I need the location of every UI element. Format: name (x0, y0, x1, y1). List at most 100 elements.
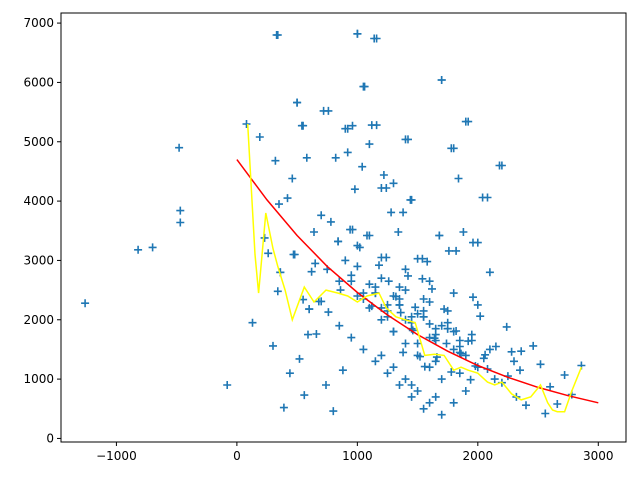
scatter-point (546, 382, 555, 391)
scatter-point (310, 228, 318, 236)
scatter-point (350, 185, 359, 194)
y-tick-label: 3000 (23, 253, 54, 267)
scatter-point (452, 246, 461, 255)
scatter-point (343, 148, 352, 157)
scatter-point (418, 254, 427, 263)
scatter-point (382, 184, 391, 192)
scatter-point (407, 392, 416, 401)
scatter-point (335, 321, 344, 330)
scatter-point (419, 312, 428, 321)
scatter-point (304, 330, 312, 339)
scatter-point (407, 381, 416, 389)
scatter-point (389, 363, 398, 372)
scatter-point (413, 387, 422, 395)
scatter-point (335, 277, 344, 286)
scatter-point (423, 257, 432, 266)
scatter-point (367, 121, 376, 130)
y-tick-label: 1000 (23, 372, 54, 386)
y-tick-label: 7000 (23, 16, 54, 30)
scatter-point (353, 241, 362, 250)
scatter-point (522, 401, 530, 410)
scatter-point (425, 333, 434, 342)
scatter-point (442, 339, 451, 348)
scatter-point (464, 117, 473, 126)
scatter-point (295, 354, 304, 363)
x-axis-ticks: −1000 0 1000 2000 3000 (96, 442, 614, 463)
y-tick-label: 2000 (23, 313, 54, 327)
scatter-point (425, 398, 434, 407)
scatter-point (560, 371, 569, 379)
scatter-point (312, 330, 321, 338)
scatter-point (288, 174, 297, 183)
scatter-point (293, 98, 302, 107)
scatter-point (457, 349, 465, 358)
scatter-point (336, 286, 345, 295)
scatter-point (317, 211, 326, 220)
scatter-point (273, 31, 282, 39)
scatter-point (359, 289, 368, 298)
scatter-point (389, 327, 398, 336)
scatter-point (375, 261, 383, 270)
scatter-point (394, 228, 403, 236)
scatter-point (322, 381, 330, 389)
scatter-point (341, 256, 350, 265)
scatter-point (437, 76, 446, 84)
scatter-point (479, 354, 488, 363)
scatter-point (431, 324, 440, 333)
scatter-point (536, 360, 545, 369)
scatter-point (467, 330, 476, 339)
scatter-point (377, 351, 386, 360)
scatter-point (437, 375, 446, 384)
scatter-point (81, 299, 90, 308)
scatter-point (275, 200, 283, 209)
scatter-point (365, 140, 374, 149)
scatter-point (395, 300, 404, 309)
scatter-point (447, 144, 456, 153)
scatter-point (553, 400, 562, 408)
scatter-point (491, 342, 500, 351)
scatter-point (371, 357, 380, 366)
scatter-point (255, 133, 264, 141)
scatter-point (413, 309, 422, 318)
scatter-point (317, 297, 326, 306)
scatter-point (387, 208, 396, 217)
scatter-point (401, 286, 410, 295)
y-tick-label: 4000 (23, 194, 54, 208)
scatter-point (449, 327, 458, 336)
scatter-point (431, 357, 440, 366)
scatter-point (334, 237, 343, 246)
scatter-point (377, 315, 386, 324)
scatter-point (449, 289, 458, 298)
fit-curve-line (236, 159, 599, 404)
y-tick-label: 5000 (23, 135, 54, 149)
scatter-point (348, 121, 357, 130)
scatter-point (455, 336, 464, 345)
scatter-point (353, 262, 362, 271)
scatter-point (399, 348, 408, 357)
scatter-point (269, 341, 277, 350)
scatter-point (347, 333, 356, 342)
x-tick-label: 2000 (463, 449, 494, 463)
scatter-point (413, 339, 422, 348)
scatter-point (279, 403, 288, 412)
scatter-point (300, 391, 309, 400)
scatter-point (365, 231, 374, 240)
scatter-point (347, 277, 356, 286)
scatter-point (338, 366, 347, 375)
scatter-point (431, 392, 440, 401)
scatter-point (395, 381, 404, 389)
scatter-point (401, 265, 410, 274)
scatter-point (507, 347, 516, 356)
scatter-point (419, 404, 428, 413)
scatter-point (383, 369, 392, 378)
scatter-point (305, 305, 314, 314)
scatter-point (377, 274, 386, 283)
scatter-point (435, 231, 444, 240)
scatter-point (307, 267, 316, 276)
scatter-point (273, 287, 282, 296)
y-tick-label: 0 (46, 431, 54, 445)
scatter-point (329, 407, 338, 416)
scatter-point (358, 162, 367, 171)
scatter-point (404, 135, 412, 144)
scatter-point (481, 350, 490, 359)
